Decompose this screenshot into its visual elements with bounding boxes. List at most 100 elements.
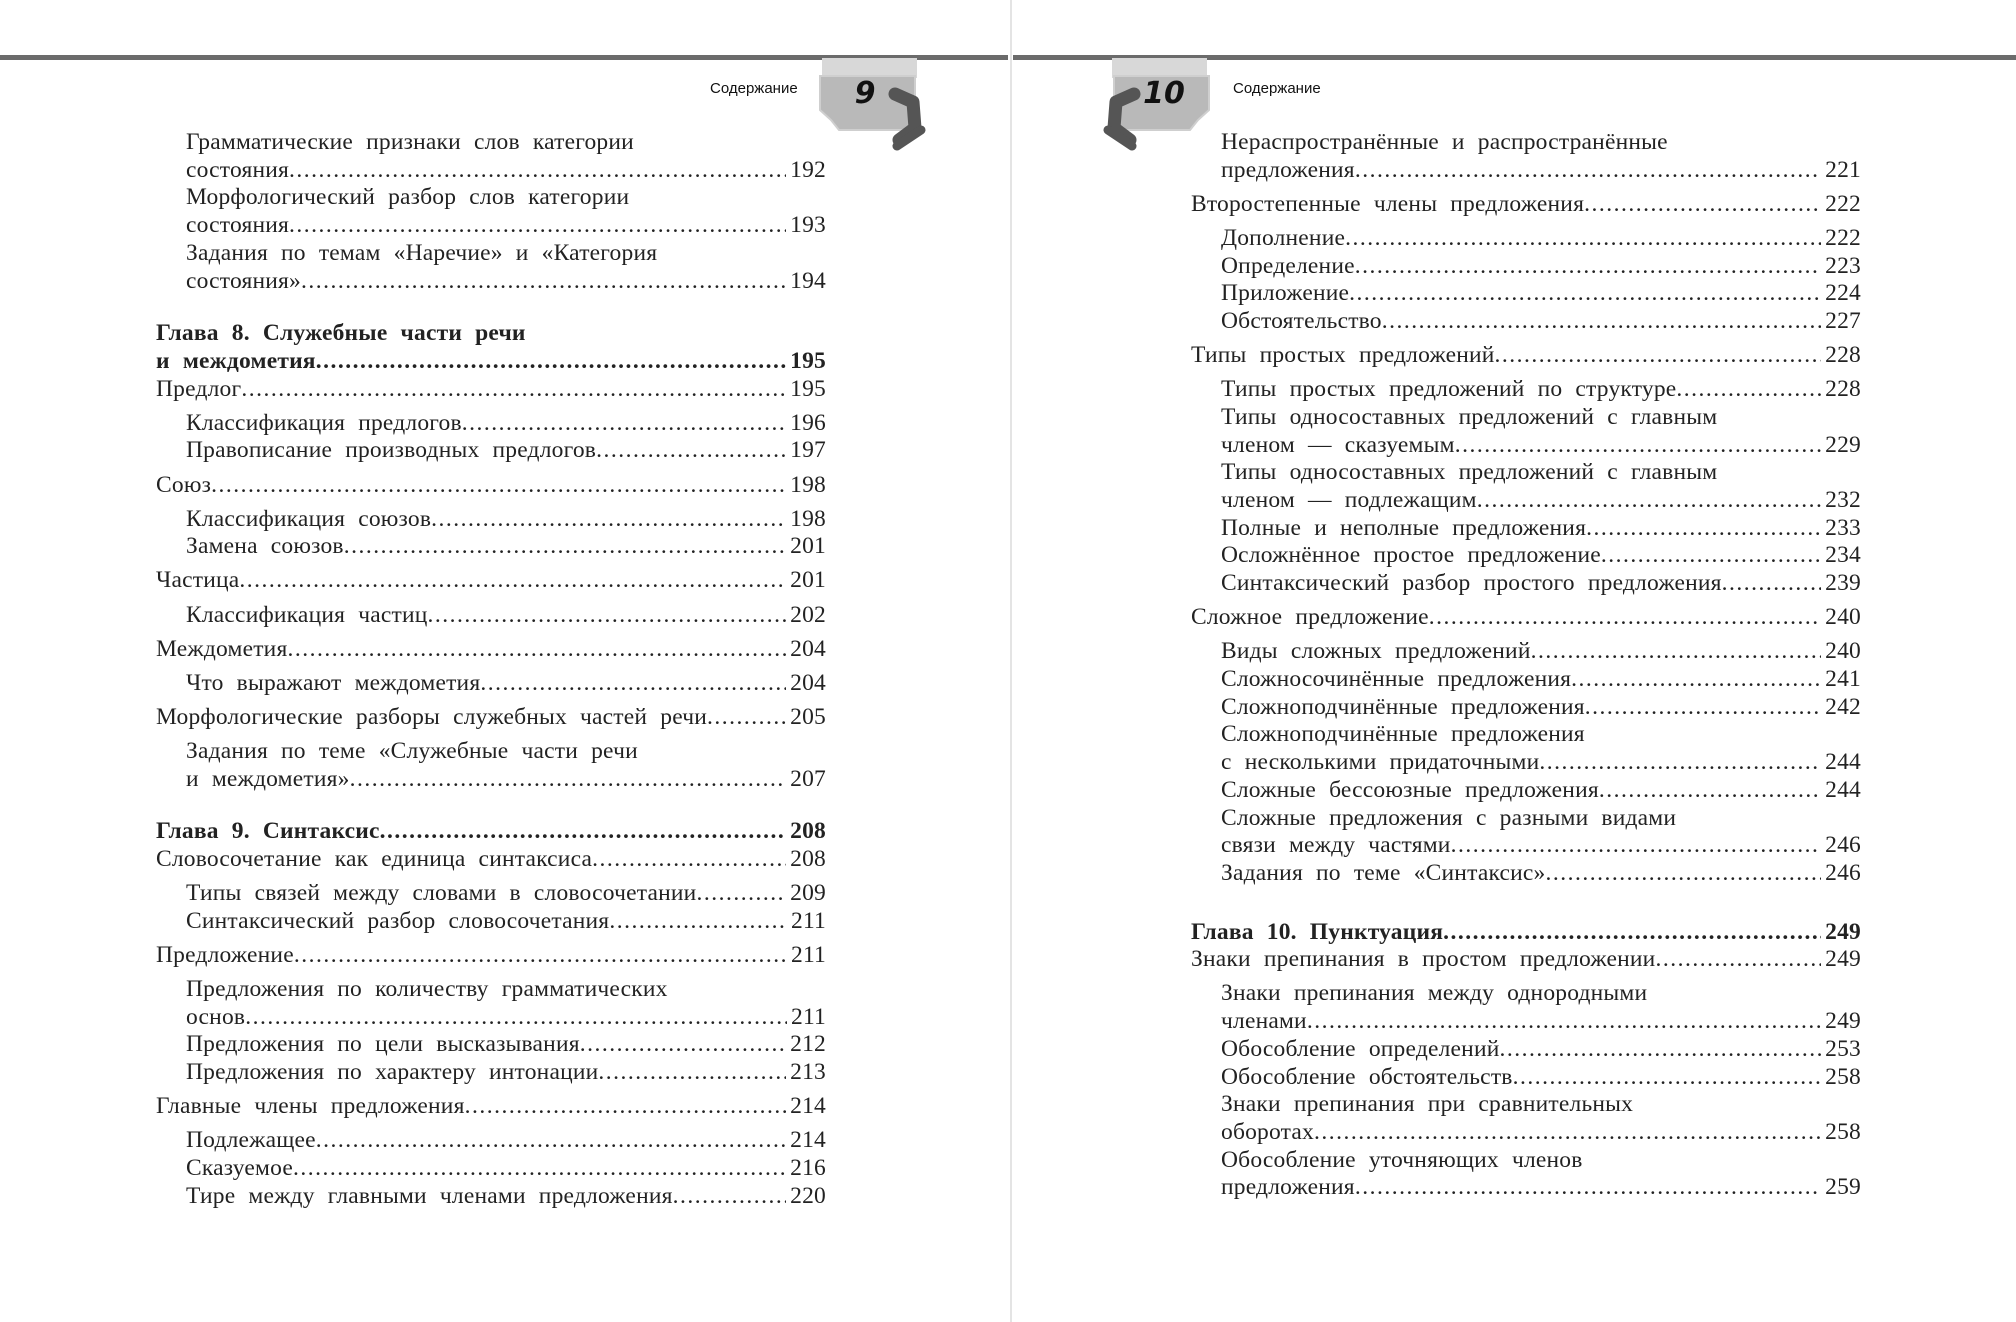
entry-title: членом — подлежащим	[1221, 487, 1477, 513]
dot-leader	[316, 1127, 786, 1155]
toc-entry-line: Сложноподчинённые предложения 242	[1221, 694, 1861, 722]
toc-chapter[interactable]: Глава 9. Синтаксис 208	[156, 818, 826, 846]
toc-subsection[interactable]: Обособление уточняющих членов предложения…	[1191, 1147, 1861, 1202]
entry-page-number: 249	[1825, 1008, 1861, 1035]
dot-leader	[1355, 253, 1821, 281]
toc-subsection[interactable]: Правописание производных предлогов 197	[156, 437, 826, 465]
entry-page-number: 214	[790, 1093, 826, 1120]
entry-page-number: 198	[790, 471, 826, 498]
entry-page-number: 223	[1825, 252, 1861, 279]
toc-entry-line: Глава 10. Пунктуация 249	[1191, 919, 1861, 947]
toc-subsection[interactable]: Типы связей между словами в словосочетан…	[156, 880, 826, 908]
entry-page-number: 258	[1825, 1118, 1861, 1145]
toc-entry-line: состояния 193	[186, 212, 826, 240]
entry-title: с несколькими придаточными	[1221, 749, 1540, 776]
toc-section[interactable]: Второстепенные члены предложения 222	[1191, 191, 1861, 219]
dot-leader	[1584, 191, 1821, 219]
toc-subsection[interactable]: Замена союзов 201	[156, 533, 826, 561]
toc-subsection[interactable]: Сложноподчинённые предложения с нескольки…	[1191, 721, 1861, 776]
toc-subsection[interactable]: Сложные бессоюзные предложения 244	[1191, 777, 1861, 805]
toc-subsection[interactable]: Типы односоставных предложений с главным…	[1191, 404, 1861, 459]
toc-entry-line: Сложные бессоюзные предложения 244	[1221, 777, 1861, 805]
entry-page-number: 242	[1825, 693, 1861, 720]
toc-section[interactable]: Частица 201	[156, 567, 826, 595]
toc-subsection[interactable]: Обособление обстоятельств 258	[1191, 1064, 1861, 1092]
toc-chapter[interactable]: Глава 10. Пунктуация 249	[1191, 919, 1861, 947]
entry-page-number: 249	[1825, 918, 1861, 945]
toc-page-9: Грамматические признаки слов категории со…	[156, 129, 826, 1210]
toc-section[interactable]: Типы простых предложений 228	[1191, 342, 1861, 370]
toc-subsection[interactable]: Знаки препинания между однородными членам…	[1191, 980, 1861, 1035]
toc-subsection[interactable]: Подлежащее 214	[156, 1127, 826, 1155]
toc-subsection[interactable]: Сказуемое 216	[156, 1155, 826, 1183]
entry-title: Что выражают междометия	[186, 669, 481, 696]
toc-subsection[interactable]: Морфологический разбор слов категории сос…	[156, 184, 826, 239]
toc-subsection[interactable]: Обстоятельство 227	[1191, 308, 1861, 336]
toc-subsection[interactable]: Определение 223	[1191, 253, 1861, 281]
toc-section[interactable]: Союз 198	[156, 472, 826, 500]
toc-subsection[interactable]: Обособление определений 253	[1191, 1036, 1861, 1064]
entry-page-number: 244	[1825, 749, 1861, 776]
toc-section[interactable]: Словосочетание как единица синтаксиса 208	[156, 846, 826, 874]
page-number: 9	[854, 76, 876, 111]
toc-subsection[interactable]: Сложноподчинённые предложения 242	[1191, 694, 1861, 722]
toc-subsection[interactable]: Задания по теме «Синтаксис» 246	[1191, 860, 1861, 888]
toc-subsection[interactable]: Грамматические признаки слов категории со…	[156, 129, 826, 184]
toc-subsection[interactable]: Синтаксический разбор простого предложен…	[1191, 570, 1861, 598]
entry-page-number: 194	[790, 267, 826, 294]
toc-subsection[interactable]: Классификация союзов 198	[156, 506, 826, 534]
toc-subsection[interactable]: Сложные предложения с разными видами связ…	[1191, 805, 1861, 860]
toc-subsection[interactable]: Предложения по характеру интонации 213	[156, 1059, 826, 1087]
toc-subsection[interactable]: Знаки препинания при сравнительных оборот…	[1191, 1091, 1861, 1146]
toc-subsection[interactable]: Задания по теме «Служебные части речи и м…	[156, 738, 826, 793]
toc-entry-line: Обособление обстоятельств 258	[1221, 1064, 1861, 1092]
entry-title: Классификация предлогов	[186, 409, 462, 436]
toc-subsection[interactable]: Сложносочинённые предложения 241	[1191, 666, 1861, 694]
toc-page-10: Нераспространённые и распространённые пре…	[1191, 129, 1861, 1202]
toc-entry-line: Классификация предлогов 196	[186, 410, 826, 438]
toc-subsection[interactable]: Нераспространённые и распространённые пре…	[1191, 129, 1861, 184]
toc-section[interactable]: Знаки препинания в простом предложении 24…	[1191, 946, 1861, 974]
entry-title: Обособление определений	[1221, 1035, 1500, 1062]
toc-subsection[interactable]: Приложение 224	[1191, 280, 1861, 308]
toc-chapter[interactable]: Глава 8. Служебные части речи и междомети…	[156, 320, 826, 375]
toc-section[interactable]: Морфологические разборы служебных частей…	[156, 704, 826, 732]
toc-entry-line: предложения 259	[1221, 1174, 1861, 1202]
entry-title: Типы связей между словами в словосочетан…	[186, 880, 697, 907]
dot-leader	[245, 1004, 787, 1032]
toc-entry-line: Задания по теме «Служебные части речи	[186, 738, 826, 766]
toc-subsection[interactable]: Осложнённое простое предложение 234	[1191, 542, 1861, 570]
toc-subsection[interactable]: Типы простых предложений по структуре 228	[1191, 376, 1861, 404]
toc-subsection[interactable]: Предложения по количеству грамматических…	[156, 976, 826, 1031]
entry-title: Междометия	[156, 635, 288, 662]
toc-subsection[interactable]: Виды сложных предложений 240	[1191, 638, 1861, 666]
dot-leader	[1455, 432, 1821, 460]
toc-section[interactable]: Предлог 195	[156, 376, 826, 404]
toc-subsection[interactable]: Полные и неполные предложения 233	[1191, 515, 1861, 543]
toc-section[interactable]: Главные члены предложения 214	[156, 1093, 826, 1121]
toc-subsection[interactable]: Классификация частиц 202	[156, 602, 826, 630]
toc-subsection[interactable]: Типы односоставных предложений с главным…	[1191, 459, 1861, 514]
entry-title: Сказуемое	[186, 1154, 293, 1181]
dot-leader	[301, 268, 786, 296]
toc-section[interactable]: Междометия 204	[156, 636, 826, 664]
toc-subsection[interactable]: Тире между главными членами предложения 2…	[156, 1183, 826, 1211]
entry-page-number: 202	[790, 601, 826, 628]
toc-subsection[interactable]: Синтаксический разбор словосочетания 211	[156, 908, 826, 936]
toc-section[interactable]: Сложное предложение 240	[1191, 604, 1861, 632]
page-number-badge-right: 10	[1100, 58, 1212, 154]
toc-subsection[interactable]: Классификация предлогов 196	[156, 410, 826, 438]
toc-subsection[interactable]: Задания по темам «Наречие» и «Категория с…	[156, 240, 826, 295]
toc-subsection[interactable]: Что выражают междометия 204	[156, 670, 826, 698]
toc-entry-line: Предложение 211	[156, 942, 826, 970]
toc-subsection[interactable]: Предложения по цели высказывания 212	[156, 1031, 826, 1059]
toc-entry-line: Типы простых предложений по структуре 228	[1221, 376, 1861, 404]
entry-page-number: 221	[1825, 156, 1861, 183]
entry-page-number: 258	[1825, 1063, 1861, 1090]
entry-page-number: 229	[1825, 431, 1861, 458]
toc-subsection[interactable]: Дополнение 222	[1191, 225, 1861, 253]
toc-section[interactable]: Предложение 211	[156, 942, 826, 970]
dot-leader	[580, 1031, 786, 1059]
toc-entry-line: Осложнённое простое предложение 234	[1221, 542, 1861, 570]
dot-leader	[294, 942, 787, 970]
